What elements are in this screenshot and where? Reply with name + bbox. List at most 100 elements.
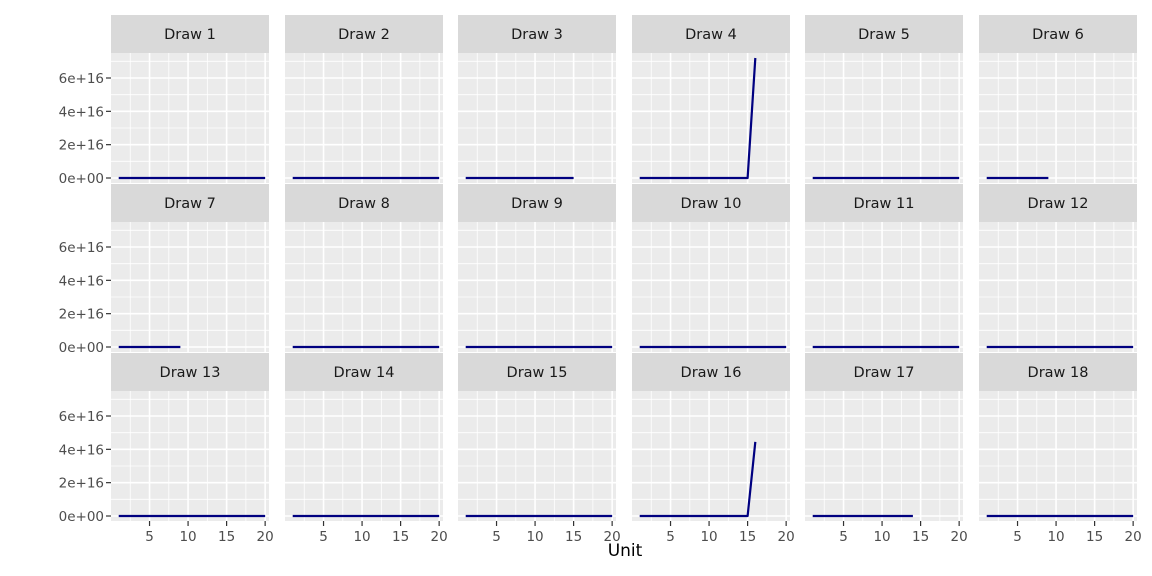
x-tick-label: 20 [604,529,621,545]
plot-area [458,222,616,352]
plot-area [285,222,443,352]
facet-strip-label: Draw 8 [338,196,390,212]
x-tick-label: 10 [1047,529,1064,545]
x-tick-label: 5 [666,529,675,545]
x-tick-label: 10 [526,529,543,545]
y-tick-label: 0e+00 [59,171,104,187]
y-tick-label: 2e+16 [59,138,104,154]
plot-area [805,53,963,183]
y-tick-label: 4e+16 [59,442,104,458]
y-axis: 0e+00 2e+16 4e+16 6e+16 0e+00 2e+16 4e+16 6e+16… [59,71,111,525]
plot-background [805,53,963,183]
plot-area [632,53,790,183]
facet-strip [979,353,1137,391]
facet-strip-label: Draw 2 [338,27,390,43]
plot-area [458,53,616,183]
facet-strip-label: Draw 3 [511,27,563,43]
plot-area [979,391,1137,521]
facet-strip-label: Draw 17 [854,365,915,381]
plot-background [805,222,963,352]
facet-panels: Draw 1 Draw 2 Draw 3 Draw 4 Draw 5 Draw 6 Draw… [111,15,1137,521]
facet-panel: Draw 16 [632,353,790,521]
facet-strip-label: Draw 15 [507,365,568,381]
facet-strip [111,15,269,53]
facet-panel: Draw 11 [805,184,963,352]
plot-background [632,391,790,521]
facet-strip [285,15,443,53]
plot-background [458,222,616,352]
facet-panel: Draw 15 [458,353,616,521]
facet-strip [111,353,269,391]
x-tick-label: 20 [1125,529,1142,545]
facet-panel: Draw 2 [285,15,443,183]
facet-strip [111,184,269,222]
x-tick-label: 10 [179,529,196,545]
facet-strip-label: Draw 6 [1032,27,1084,43]
facet-panel: Draw 13 [111,353,269,521]
facet-strip [979,15,1137,53]
facet-strip [285,353,443,391]
x-tick-label: 20 [951,529,968,545]
x-tick-label: 5 [839,529,848,545]
y-tick-label: 0e+00 [59,340,104,356]
plot-background [111,222,269,352]
plot-area [111,222,269,352]
facet-panel: Draw 14 [285,353,443,521]
facet-strip [805,15,963,53]
x-tick-label: 15 [565,529,582,545]
facet-strip [458,184,616,222]
plot-background [111,391,269,521]
x-tick-label: 5 [145,529,154,545]
facet-strip [632,353,790,391]
x-tick-label: 5 [492,529,501,545]
facet-panel: Draw 6 [979,15,1137,183]
x-tick-label: 15 [392,529,409,545]
facet-strip [805,353,963,391]
plot-background [632,53,790,183]
y-tick-label: 6e+16 [59,240,104,256]
facet-panel: Draw 5 [805,15,963,183]
plot-background [979,391,1137,521]
plot-area [632,391,790,521]
x-tick-label: 10 [353,529,370,545]
facet-strip [805,184,963,222]
facet-strip [458,353,616,391]
x-tick-label: 15 [912,529,929,545]
facet-panel: Draw 12 [979,184,1137,352]
facet-strip-label: Draw 9 [511,196,563,212]
x-tick-label: 5 [1013,529,1022,545]
x-tick-label: 15 [739,529,756,545]
facet-strip [285,184,443,222]
facet-strip-label: Draw 1 [164,27,216,43]
facet-panel: Draw 10 [632,184,790,352]
plot-background [632,222,790,352]
facet-strip [632,15,790,53]
plot-area [111,391,269,521]
x-tick-label: 5 [319,529,328,545]
x-axis-title: Unit [608,541,643,561]
facet-strip [458,15,616,53]
facet-panel: Draw 1 [111,15,269,183]
x-axis: 5 10 15 20 5 10 15 20 5 10 15 20 5 10 15 20 5 10 15 20 5 10 15… [145,521,1142,545]
facet-strip [979,184,1137,222]
plot-area [805,391,963,521]
facet-strip-label: Draw 4 [685,27,737,43]
facet-panel: Draw 17 [805,353,963,521]
plot-background [285,222,443,352]
facet-strip-label: Draw 5 [858,27,910,43]
plot-area [285,53,443,183]
plot-background [285,53,443,183]
facet-strip-label: Draw 10 [681,196,742,212]
plot-area [979,222,1137,352]
x-tick-label: 20 [257,529,274,545]
plot-background [805,391,963,521]
y-tick-label: 4e+16 [59,104,104,120]
facet-strip [632,184,790,222]
series-line [639,57,757,180]
series-line [639,441,757,518]
plot-area [285,391,443,521]
plot-area [632,222,790,352]
x-tick-label: 15 [218,529,235,545]
x-tick-label: 20 [431,529,448,545]
